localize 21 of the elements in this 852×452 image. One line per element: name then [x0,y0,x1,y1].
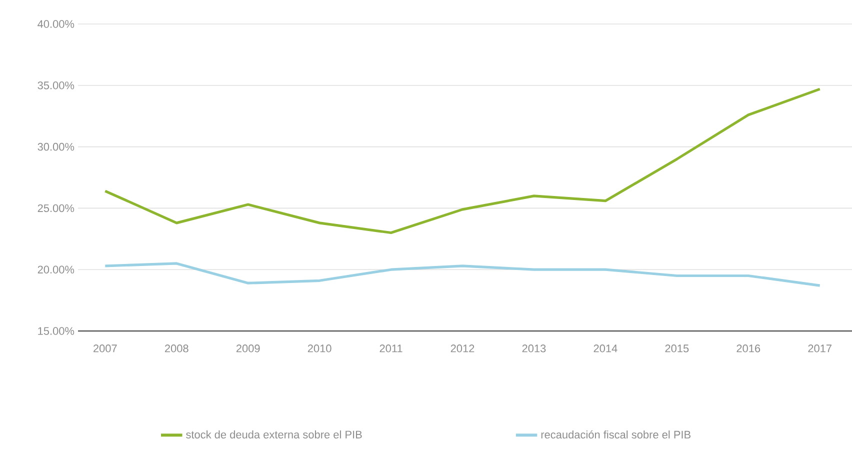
x-tick-label: 2010 [308,344,332,352]
y-tick-label: 40.00% [38,20,74,28]
legend-label: recaudación fiscal sobre el PIB [541,430,690,439]
line-series [104,88,822,234]
legend-label: stock de deuda externa sobre el PIB [186,430,362,438]
x-tick-label: 2014 [594,344,618,352]
x-tick-label: 2012 [450,344,474,352]
x-tick-label: 2007 [94,344,117,352]
y-tick-label: 35.00% [38,82,74,90]
x-tick-label: 2009 [236,344,260,352]
x-tick-label: 2011 [380,344,402,352]
x-tick-label: 2015 [665,344,689,352]
y-tick-label: 15.00% [38,327,74,335]
x-tick-label: 2016 [736,344,760,352]
y-tick-label: 30.00% [38,142,74,151]
x-tick-label: 2017 [808,344,832,352]
x-tick-label: 2008 [164,344,188,352]
x-tick-label: 2013 [522,344,546,352]
line-series [104,262,822,287]
y-tick-label: 20.00% [38,266,74,274]
y-tick-label: 25.00% [38,204,74,212]
